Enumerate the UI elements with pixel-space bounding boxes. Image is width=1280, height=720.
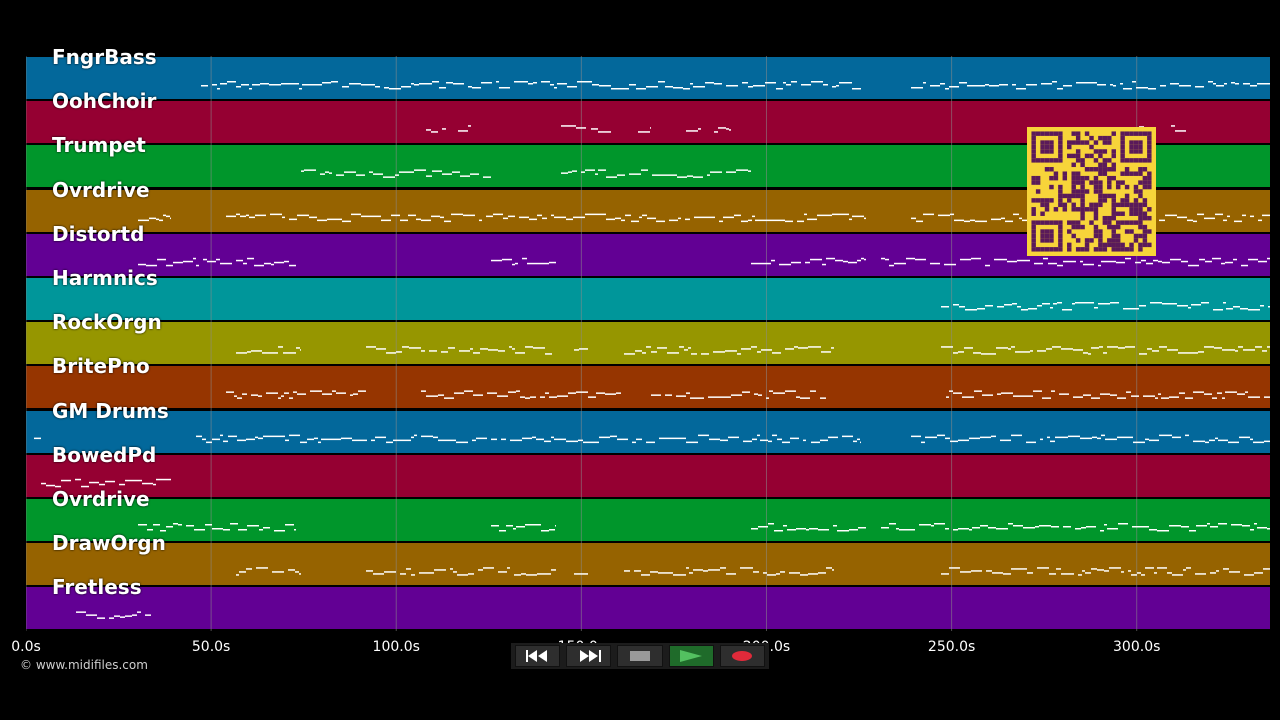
transport-controls xyxy=(511,643,769,669)
track-name: Ovrdrive xyxy=(52,487,150,511)
track-lane xyxy=(26,322,1270,365)
track-name: FngrBass xyxy=(52,45,157,69)
fast-forward-button[interactable] xyxy=(566,645,612,667)
record-icon xyxy=(732,651,753,661)
track-lane xyxy=(26,543,1270,586)
track-lane xyxy=(26,57,1270,99)
play-icon xyxy=(680,650,703,662)
fast-forward-icon xyxy=(579,650,601,662)
tick-label: 250.0s xyxy=(927,639,976,655)
copyright-text: © www.midifiles.com xyxy=(20,658,148,672)
track-name: RockOrgn xyxy=(52,310,162,335)
track-lane xyxy=(26,410,1270,453)
rewind-icon xyxy=(525,650,547,662)
play-button[interactable] xyxy=(668,645,714,667)
stop-icon xyxy=(630,651,650,661)
track-lane xyxy=(26,499,1270,541)
tick-label: 50.0s xyxy=(191,639,231,655)
track-name: GM Drums xyxy=(52,398,169,423)
stop-button[interactable] xyxy=(617,645,663,667)
tick-label: 100.0s xyxy=(372,639,420,655)
track-name: Harmnics xyxy=(52,266,158,290)
qr-code xyxy=(1027,127,1156,256)
track-name: Fretless xyxy=(52,575,142,600)
track-lane xyxy=(26,366,1270,409)
track-lane xyxy=(26,278,1270,320)
track-lane xyxy=(26,587,1270,630)
record-button[interactable] xyxy=(719,645,766,667)
tick-label: 0.0s xyxy=(11,639,41,655)
tick-label: 300.0s xyxy=(1113,639,1161,655)
track-name: BowedPd xyxy=(52,442,157,467)
track-name: OohChoir xyxy=(52,89,157,114)
track-name: Ovrdrive xyxy=(52,177,150,202)
track-lane xyxy=(26,454,1270,497)
track-name: BritePno xyxy=(52,354,150,379)
track-name: Distortd xyxy=(52,221,145,246)
rewind-button[interactable] xyxy=(515,645,561,667)
track-name: DrawOrgn xyxy=(52,531,166,556)
track-name: Trumpet xyxy=(52,133,146,158)
